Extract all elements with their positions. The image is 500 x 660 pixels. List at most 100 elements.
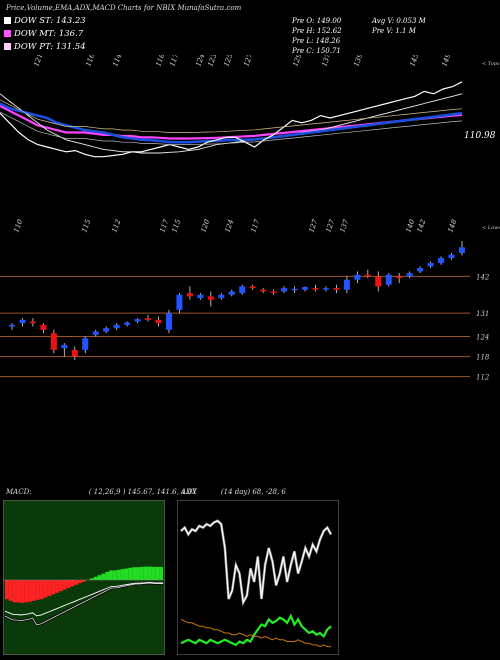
bear-candle [155, 319, 162, 324]
pre-low: Pre L: 148.26 [292, 37, 341, 45]
bull-candle [9, 324, 15, 327]
low-tick-label: 124 [223, 218, 235, 233]
ema-band-line [0, 111, 463, 145]
macd-hist-bar-negative [8, 580, 13, 601]
bear-candle [260, 289, 267, 292]
site-name: MunafaSutra.com [177, 4, 242, 12]
macd-hist-bar-negative [16, 580, 21, 603]
macd-hist-bar-negative [43, 580, 48, 598]
bull-candle [124, 322, 131, 325]
macd-chart [3, 500, 165, 655]
bear-candle [333, 288, 340, 290]
bull-candle [239, 286, 246, 294]
macd-hist-bar-positive [89, 578, 94, 580]
low-tick-label: 117 [249, 218, 261, 234]
macd-hist-bar-negative [35, 580, 40, 600]
bull-candle [228, 291, 235, 295]
low-tick-label: 142 [415, 218, 427, 234]
macd-hist-bar-negative [31, 580, 36, 601]
macd-hist-bar-negative [62, 580, 67, 590]
lows-caption: < Lows [482, 225, 500, 231]
bull-candle [197, 294, 204, 299]
chart-header: Price,Volume,EMA,ADX,MACD Charts for NBI… [6, 4, 241, 12]
low-tick-label: 120 [199, 218, 211, 234]
bull-candle [92, 331, 99, 335]
low-tick-label: 127 [307, 218, 319, 234]
bull-candle [281, 288, 288, 292]
low-tick-label: 148 [446, 218, 458, 234]
top-tick-label: 139 [352, 55, 364, 68]
top-tick-label: 129 [291, 55, 303, 68]
bear-candle [364, 274, 371, 277]
top-tick-label: 123 [206, 55, 218, 68]
bear-candle [396, 276, 403, 279]
top-tick-label: 117 [168, 55, 180, 68]
bear-candle [270, 291, 277, 293]
macd-hist-bar-positive [159, 566, 163, 580]
pre-high: Pre H: 152.62 [292, 27, 342, 35]
adx-chart [177, 500, 339, 655]
bull-candle [322, 288, 329, 290]
macd-hist-bar-negative [47, 580, 52, 596]
adx-line [180, 613, 332, 647]
low-tick-label: 127 [324, 218, 336, 234]
top-tick-label: 149 [440, 55, 452, 68]
macd-hist-bar-positive [128, 567, 133, 580]
macd-hist-bar-negative [82, 580, 86, 582]
ema-mid-line [0, 93, 463, 154]
bull-candle [103, 328, 110, 332]
ema-chart: 121 116 114 118 117 124 123 125 127 129 137 139 145 1… [0, 55, 500, 158]
macd-hist-bar-negative [39, 580, 44, 600]
macd-line-highlight [4, 582, 164, 626]
bear-candle [29, 321, 36, 324]
dow-st-swatch [4, 17, 11, 24]
pre-close: Pre C: 150.71 [292, 47, 341, 55]
dow-pt-swatch [4, 43, 11, 50]
ema-band-line [0, 99, 463, 133]
macd-hist-bar-positive [151, 566, 156, 580]
bear-candle [71, 349, 78, 357]
bull-candle [354, 274, 361, 280]
macd-hist-bar-positive [139, 566, 144, 580]
bear-candle [40, 324, 47, 330]
avg-volume: Avg V: 0.053 M [372, 17, 426, 25]
bull-candle [176, 294, 183, 310]
adx-heading: ADX (14 day) 68, -28, 6 [181, 488, 286, 496]
bear-candle [249, 286, 256, 289]
dow-pt-label: DOW PT: 131.54 [14, 42, 86, 52]
bull-candle [385, 274, 392, 285]
top-tick-label: 116 [84, 55, 96, 68]
bear-candle [50, 333, 57, 350]
top-tick-label: 145 [408, 55, 420, 68]
price-line [0, 81, 463, 158]
signal-line [4, 582, 164, 617]
macd-hist-bar-positive [120, 569, 125, 580]
adx-title: ADX [181, 488, 197, 496]
low-tick-label: 115 [80, 218, 92, 234]
macd-hist-bar-positive [155, 566, 160, 580]
bear-candle [186, 293, 193, 297]
bear-candle [375, 276, 382, 287]
bull-candle [448, 254, 455, 259]
top-tick-label: 125 [222, 55, 234, 68]
bull-candle [165, 313, 172, 330]
top-tick-label: 137 [320, 55, 332, 68]
macd-hist-bar-negative [66, 580, 71, 588]
adx-params: (14 day) 68, -28, 6 [220, 488, 286, 496]
dow-pt-legend: DOW PT: 131.54 [4, 42, 86, 52]
macd-heading: MACD: ( 12,26,9 ) 145.67, 141.6, 4.07 [6, 488, 197, 496]
bull-candle [218, 294, 225, 299]
macd-hist-bar-positive [132, 567, 137, 580]
low-tick-label: 117 [158, 218, 170, 234]
low-tick-label: 115 [170, 218, 182, 234]
macd-hist-bar-negative [5, 580, 9, 600]
macd-params: ( 12,26,9 ) 145.67, 141.6, 4.07 [88, 488, 197, 496]
low-tick-label: 137 [338, 218, 350, 234]
top-tick-label: 114 [111, 55, 123, 68]
bull-candle [438, 258, 445, 264]
bull-candle [427, 263, 434, 267]
dow-st-label: DOW ST: 143.23 [14, 16, 86, 26]
macd-title: MACD: [6, 488, 32, 496]
bull-candle [302, 287, 309, 290]
tops-caption: < Tops [482, 61, 500, 67]
